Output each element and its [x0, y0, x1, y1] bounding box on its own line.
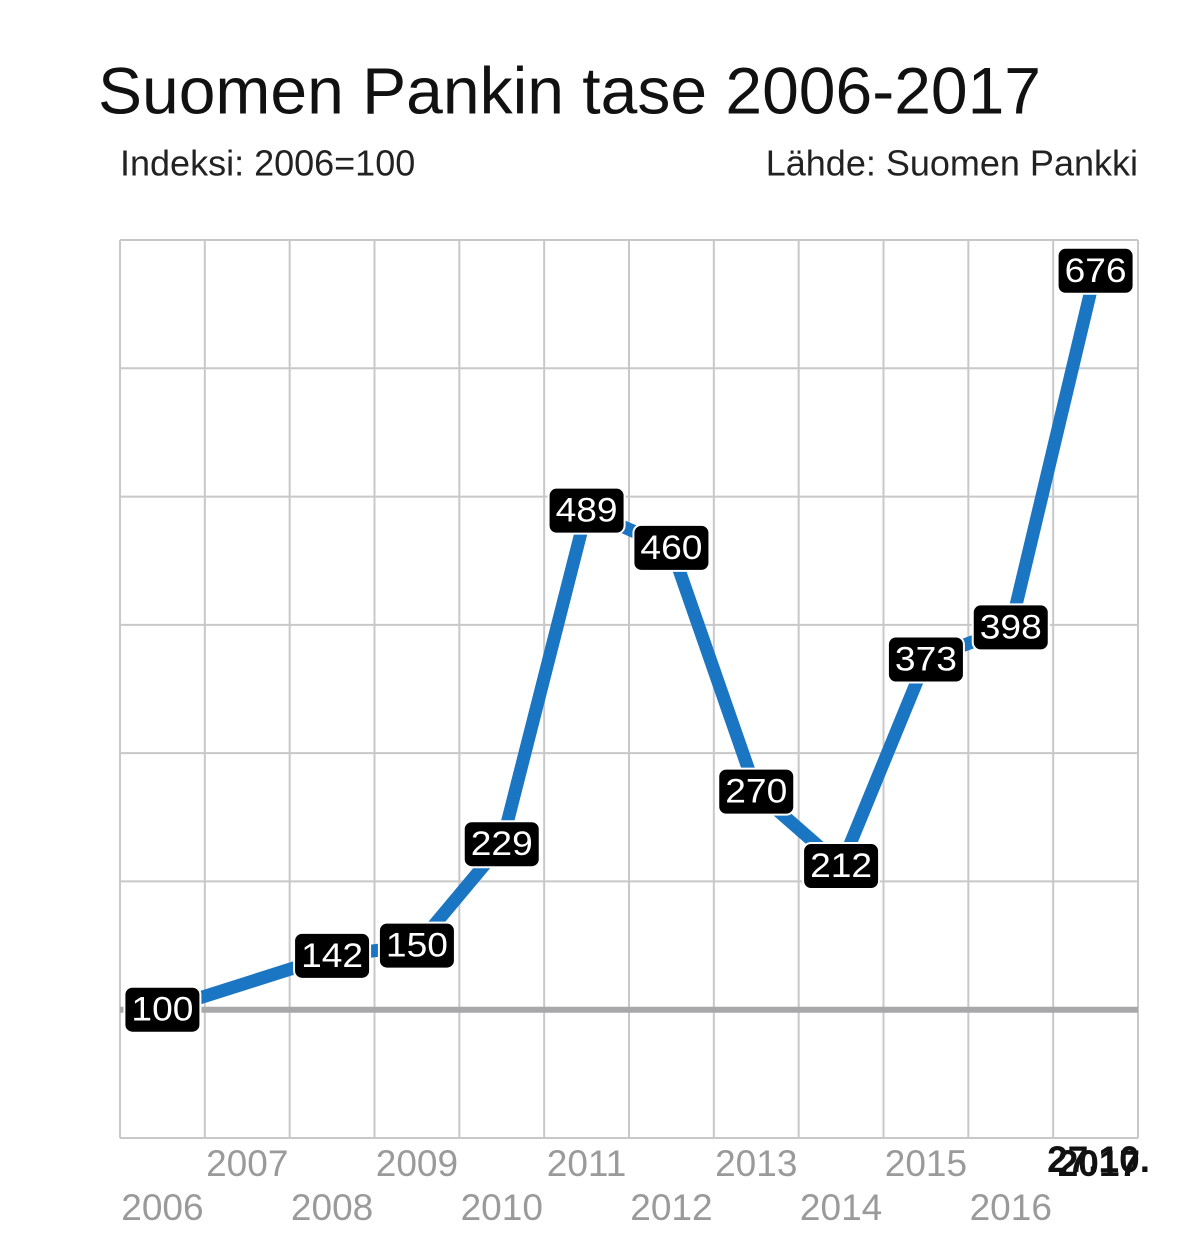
data-label: 142 — [293, 931, 372, 980]
data-label-text: 676 — [1065, 252, 1127, 290]
data-label-text: 373 — [895, 640, 957, 678]
data-label-box — [377, 921, 456, 970]
x-tick-label: 2012 — [630, 1187, 712, 1228]
data-label-text: 460 — [640, 529, 702, 567]
annotation: 27.10. — [1047, 1139, 1150, 1180]
data-label-text: 142 — [301, 937, 363, 975]
data-label: 270 — [717, 767, 796, 816]
data-label-text: 212 — [810, 847, 872, 885]
data-label-box — [123, 985, 202, 1034]
data-label-text: 398 — [980, 608, 1042, 646]
data-label: 398 — [971, 603, 1050, 652]
data-label: 676 — [1056, 246, 1135, 295]
data-label-box — [1056, 246, 1135, 295]
data-label: 229 — [462, 820, 541, 869]
data-label: 212 — [802, 842, 881, 891]
x-tick-label: 2009 — [376, 1143, 458, 1184]
data-label: 489 — [547, 486, 626, 535]
x-tick-label: 2013 — [715, 1143, 797, 1184]
data-label-box — [802, 842, 881, 891]
data-label-box — [462, 820, 541, 869]
x-tick-label: 2016 — [970, 1187, 1052, 1228]
data-label-box — [717, 767, 796, 816]
x-tick-label: 2017 — [1058, 1143, 1140, 1184]
data-label-text: 100 — [131, 991, 193, 1029]
x-tick-label: 2011 — [547, 1143, 627, 1184]
data-label-box — [632, 523, 711, 572]
data-label: 150 — [377, 921, 456, 970]
x-tick-label: 2010 — [461, 1187, 543, 1228]
x-tick-label: 2014 — [800, 1187, 882, 1228]
data-label: 460 — [632, 523, 711, 572]
data-label-text: 270 — [725, 773, 787, 811]
x-tick-label: 2007 — [206, 1143, 288, 1184]
x-tick-label: 2015 — [885, 1143, 967, 1184]
data-label: 100 — [123, 985, 202, 1034]
source: Lähde: Suomen Pankki — [766, 143, 1138, 184]
chart-subtitle: Indeksi: 2006=100 — [120, 143, 415, 184]
data-label-box — [547, 486, 626, 535]
data-label-text: 229 — [471, 825, 533, 863]
x-tick-label: 2008 — [291, 1187, 373, 1228]
data-label-text: 150 — [386, 927, 448, 965]
chart-title: Suomen Pankin tase 2006-2017 — [98, 53, 1041, 127]
data-label-box — [971, 603, 1050, 652]
data-label: 373 — [886, 635, 965, 684]
data-label-text: 489 — [556, 492, 618, 530]
data-label-box — [293, 931, 372, 980]
data-label-box — [886, 635, 965, 684]
x-tick-label: 2006 — [121, 1187, 203, 1228]
